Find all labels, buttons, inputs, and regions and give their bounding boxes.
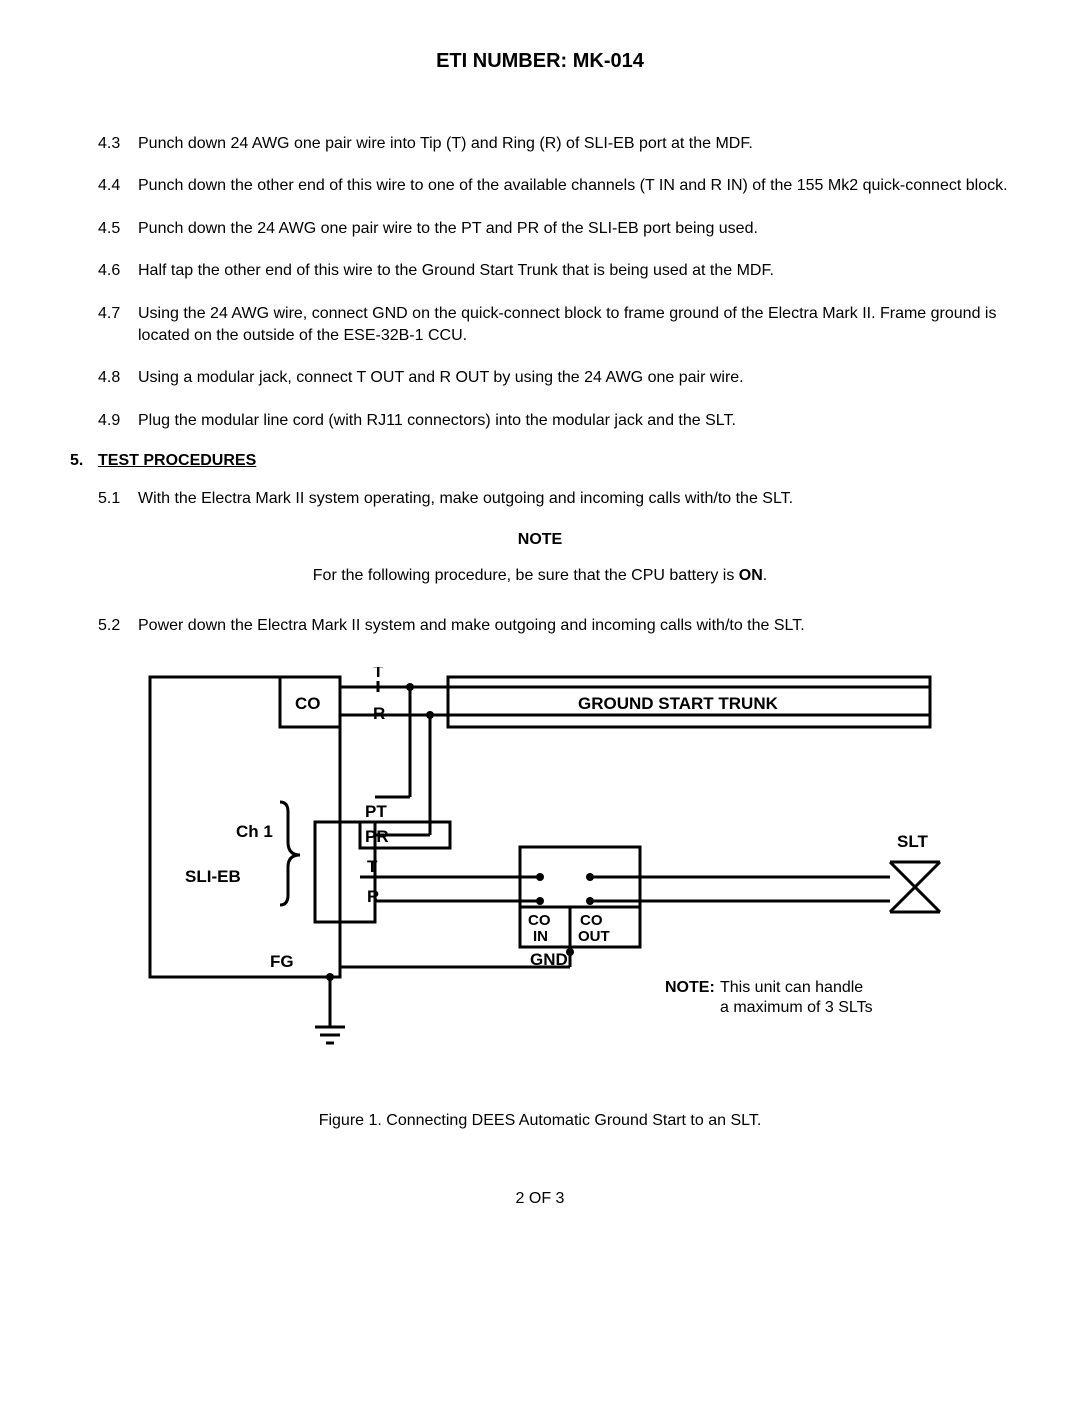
note-suffix: .	[763, 567, 767, 584]
diagram-coout-label2: OUT	[578, 928, 610, 945]
figure-caption: Figure 1. Connecting DEES Automatic Grou…	[70, 1112, 1010, 1130]
step-text: Plug the modular line cord (with RJ11 co…	[138, 410, 1010, 432]
diagram-coin-label: CO	[528, 912, 551, 929]
diagram-slieb-label: SLI-EB	[185, 867, 241, 886]
step-num: 4.7	[98, 303, 138, 348]
diagram-note-line1: This unit can handle	[720, 979, 863, 996]
step-text: Punch down the 24 AWG one pair wire to t…	[138, 218, 1010, 240]
section-title: TEST PROCEDURES	[98, 452, 256, 470]
step-4-9: 4.9 Plug the modular line cord (with RJ1…	[98, 410, 1010, 432]
step-text: With the Electra Mark II system operatin…	[138, 488, 1010, 510]
diagram-r2-label: R	[367, 887, 379, 906]
step-4-5: 4.5 Punch down the 24 AWG one pair wire …	[98, 218, 1010, 240]
step-text: Power down the Electra Mark II system an…	[138, 615, 1010, 637]
step-text: Punch down the other end of this wire to…	[138, 175, 1010, 197]
step-num: 4.6	[98, 260, 138, 282]
note-bold: ON	[739, 567, 763, 584]
step-num: 4.4	[98, 175, 138, 197]
diagram-t1-label: T	[373, 667, 384, 681]
step-num: 4.3	[98, 133, 138, 155]
section-5-header: 5. TEST PROCEDURES	[70, 452, 1010, 470]
step-num: 5.2	[98, 615, 138, 637]
step-num: 4.5	[98, 218, 138, 240]
note-label: NOTE	[70, 531, 1010, 549]
step-num: 4.8	[98, 367, 138, 389]
step-text: Punch down 24 AWG one pair wire into Tip…	[138, 133, 1010, 155]
step-4-3: 4.3 Punch down 24 AWG one pair wire into…	[98, 133, 1010, 155]
step-text: Using the 24 AWG wire, connect GND on th…	[138, 303, 1010, 348]
diagram-pt-label: PT	[365, 802, 387, 821]
note-prefix: For the following procedure, be sure tha…	[313, 567, 739, 584]
step-4-7: 4.7 Using the 24 AWG wire, connect GND o…	[98, 303, 1010, 348]
wiring-diagram-svg: CO T R GROUND START TRUNK Ch 1 PT PR T	[120, 667, 980, 1067]
doc-title: ETI NUMBER: MK-014	[70, 50, 1010, 73]
section-5-steps-2: 5.2 Power down the Electra Mark II syste…	[98, 615, 1010, 637]
diagram-note-line2: a maximum of 3 SLTs	[720, 999, 873, 1016]
section-5-steps: 5.1 With the Electra Mark II system oper…	[98, 488, 1010, 510]
diagram-coout-label: CO	[580, 912, 603, 929]
diagram-co-label: CO	[295, 694, 321, 713]
diagram-coin-label2: IN	[533, 928, 548, 945]
step-num: 5.1	[98, 488, 138, 510]
diagram-gst-label: GROUND START TRUNK	[578, 694, 779, 713]
step-4-4: 4.4 Punch down the other end of this wir…	[98, 175, 1010, 197]
page-number: 2 OF 3	[70, 1190, 1010, 1208]
diagram-note-prefix: NOTE:	[665, 979, 715, 996]
step-5-2: 5.2 Power down the Electra Mark II syste…	[98, 615, 1010, 637]
diagram-fg-label: FG	[270, 952, 294, 971]
step-text: Using a modular jack, connect T OUT and …	[138, 367, 1010, 389]
step-4-6: 4.6 Half tap the other end of this wire …	[98, 260, 1010, 282]
diagram-slt-label: SLT	[897, 832, 928, 851]
step-5-1: 5.1 With the Electra Mark II system oper…	[98, 488, 1010, 510]
step-num: 4.9	[98, 410, 138, 432]
step-4-8: 4.8 Using a modular jack, connect T OUT …	[98, 367, 1010, 389]
figure-1-diagram: CO T R GROUND START TRUNK Ch 1 PT PR T	[120, 667, 1010, 1072]
section-num: 5.	[70, 452, 98, 470]
note-text: For the following procedure, be sure tha…	[70, 567, 1010, 585]
diagram-ch1-label: Ch 1	[236, 822, 273, 841]
section-4-steps: 4.3 Punch down 24 AWG one pair wire into…	[98, 133, 1010, 432]
diagram-t2-label: T	[367, 857, 378, 876]
step-text: Half tap the other end of this wire to t…	[138, 260, 1010, 282]
